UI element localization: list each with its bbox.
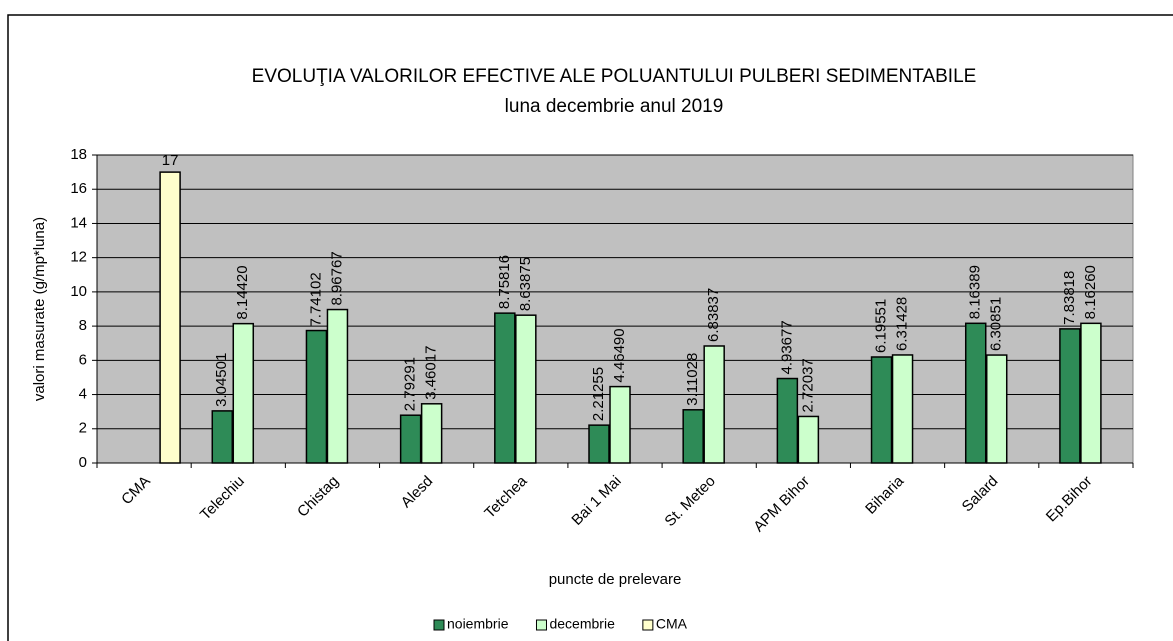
value-label: 17	[162, 152, 179, 169]
chart-subtitle: luna decembrie anul 2019	[505, 96, 724, 117]
bar	[515, 314, 537, 464]
y-axis-title: valori masurate (g/mp*luna)	[31, 217, 48, 401]
y-tick-label: 12	[70, 249, 87, 266]
bar	[420, 403, 443, 464]
bar	[588, 424, 610, 464]
y-tick-label: 10	[70, 283, 87, 300]
bar	[494, 312, 516, 464]
value-label: 7.74102	[307, 272, 324, 326]
value-label: 8.63875	[517, 257, 534, 311]
legend-label: CMA	[656, 616, 688, 632]
value-label: 6.31428	[894, 297, 911, 351]
x-axis-title: puncte de prelevare	[549, 571, 682, 588]
legend-swatch	[642, 619, 654, 631]
bar	[797, 415, 820, 464]
bar	[964, 322, 987, 464]
value-label: 6.19551	[873, 299, 890, 353]
chart-title: EVOLUŢIA VALORILOR EFECTIVE ALE POLUANTU…	[252, 66, 977, 87]
bar	[399, 414, 422, 464]
value-label: 4.93677	[778, 320, 795, 374]
bar	[776, 377, 799, 464]
value-label: 8.16389	[967, 265, 984, 319]
bar	[1059, 328, 1081, 464]
value-label: 2.72037	[799, 358, 816, 412]
value-label: 2.21255	[590, 367, 607, 421]
value-label: 6.83837	[705, 288, 722, 342]
y-tick-label: 6	[79, 351, 87, 368]
value-label: 8.75816	[496, 255, 513, 309]
value-label: 7.83818	[1061, 271, 1078, 325]
value-label: 8.96767	[328, 251, 345, 305]
value-label: 4.46490	[611, 328, 628, 382]
bar	[870, 356, 893, 464]
bar	[703, 345, 725, 464]
y-tick-label: 0	[79, 454, 87, 471]
y-tick-label: 16	[70, 180, 87, 197]
y-tick-label: 2	[79, 420, 87, 437]
y-tick-label: 4	[79, 386, 87, 403]
value-label: 3.04501	[213, 353, 230, 407]
bar	[211, 410, 234, 464]
bar	[682, 409, 704, 464]
bar	[985, 354, 1008, 464]
bar	[1080, 322, 1102, 464]
bar	[232, 322, 255, 464]
legend-swatch	[535, 619, 547, 631]
bar	[891, 354, 914, 464]
value-label: 3.11028	[684, 353, 701, 406]
bar	[305, 329, 328, 464]
value-label: 6.30851	[988, 297, 1005, 351]
legend-swatch	[433, 619, 445, 631]
y-tick-label: 18	[70, 146, 87, 163]
bar	[326, 308, 349, 464]
bar	[609, 385, 631, 464]
legend-label: noiembrie	[447, 616, 509, 632]
bar	[159, 171, 181, 464]
value-label: 8.16260	[1082, 265, 1099, 319]
y-tick-label: 8	[79, 317, 87, 334]
value-label: 2.79291	[402, 357, 419, 411]
y-tick-label: 14	[70, 214, 87, 231]
value-label: 3.46017	[423, 346, 440, 400]
value-label: 8.14420	[234, 265, 251, 319]
legend-label: decembrie	[549, 616, 615, 632]
